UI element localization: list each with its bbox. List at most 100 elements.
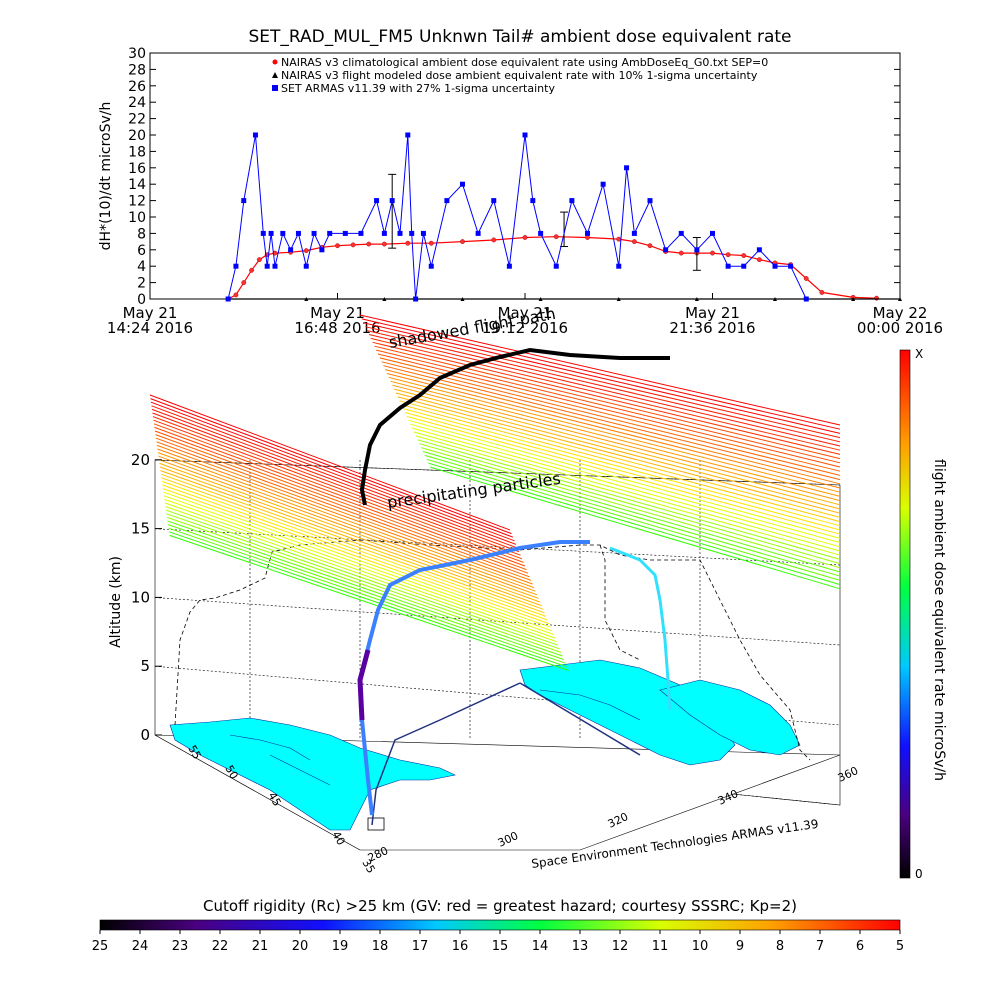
y-tick-label: 8: [137, 226, 146, 242]
flight-trajectory-low: [357, 649, 371, 721]
z-axis: 0 5 10 15 20: [131, 451, 162, 744]
latitude-tick-label: 35: [359, 857, 377, 876]
colorbar-top-label: X: [915, 347, 923, 361]
particle-hatch: [158, 455, 536, 592]
data-point: [647, 198, 653, 204]
data-point: [851, 297, 856, 301]
x-tick-label-date: May 21: [498, 304, 553, 322]
particle-hatch: [168, 527, 566, 664]
data-point: [256, 257, 262, 263]
particle-hatch: [388, 376, 841, 493]
series-group: [225, 132, 902, 302]
data-point: [241, 280, 247, 285]
data-point: [304, 297, 309, 301]
data-point: [268, 230, 274, 236]
series-line: [227, 134, 807, 300]
data-point: [678, 230, 684, 236]
colorbar-tick-label: 16: [452, 939, 469, 954]
upper-flight-path: [359, 347, 670, 506]
particle-hatch: [154, 430, 526, 567]
particle-hatch: [404, 412, 841, 531]
colorbar-tick-label: 21: [252, 939, 269, 954]
latitude-tick-label: 55: [185, 743, 203, 762]
particle-hatch: [374, 345, 841, 460]
z-tick-label: 20: [131, 451, 150, 469]
data-point: [898, 297, 902, 301]
data-point: [506, 263, 512, 269]
particle-hatch: [399, 400, 841, 518]
latitude-tick-label: 50: [222, 763, 240, 782]
particle-hatch: [359, 314, 841, 426]
colorbar-tick-label: 13: [572, 939, 589, 954]
particle-hatch: [155, 437, 529, 574]
legend-label: NAIRAS v3 climatological ambient dose eq…: [281, 56, 768, 69]
data-point: [710, 230, 715, 236]
cutoff-rigidity-title: Cutoff rigidity (Rc) >25 km (GV: red = g…: [203, 897, 797, 915]
particle-hatch: [383, 365, 841, 481]
data-point: [678, 250, 684, 256]
data-point: [288, 247, 294, 253]
data-point: [311, 230, 317, 236]
data-point: [295, 230, 301, 236]
particle-hatch: [403, 408, 841, 527]
data-point: [280, 230, 286, 236]
y-tick-label: 6: [137, 243, 146, 259]
particle-hatch: [413, 431, 841, 552]
particle-hatch: [153, 419, 521, 556]
legend-label: NAIRAS v3 flight modeled dose ambient eq…: [281, 69, 758, 82]
particle-hatch: [168, 531, 568, 668]
particle-hatch: [160, 470, 542, 607]
particle-hatch: [392, 384, 841, 502]
y-tick-label: 22: [128, 112, 146, 128]
particle-hatch: [161, 477, 545, 614]
legend-marker: [272, 85, 278, 91]
y-tick-label: 24: [128, 95, 146, 111]
y-tick-label: 26: [128, 79, 146, 95]
data-point: [303, 263, 309, 269]
data-point: [252, 132, 258, 138]
data-point: [756, 247, 762, 253]
colorbar-tick-label: 18: [372, 939, 389, 954]
particle-hatch: [159, 466, 541, 603]
data-point: [389, 198, 395, 204]
data-point: [327, 230, 333, 236]
y-tick-label: 10: [128, 210, 146, 226]
colorbar-tick-label: 14: [532, 939, 549, 954]
data-point: [381, 241, 387, 247]
data-point: [819, 290, 825, 295]
particle-hatch: [397, 396, 841, 514]
data-point: [585, 230, 590, 236]
data-point: [342, 230, 348, 236]
particle-hatch: [379, 357, 841, 472]
data-point: [225, 296, 231, 302]
particle-hatch: [151, 408, 517, 545]
longitude-tick-label: 360: [836, 764, 861, 785]
particle-hatch: [161, 480, 547, 617]
data-point: [428, 240, 434, 246]
data-point: [358, 230, 364, 236]
data-point: [803, 296, 809, 302]
colorbar-tick-label: 20: [292, 939, 309, 954]
data-point: [382, 297, 387, 301]
particle-hatch: [169, 534, 569, 671]
map-floor: [154, 659, 841, 851]
data-point: [874, 295, 879, 301]
particle-hatch: [430, 466, 841, 590]
airport-marker: [367, 817, 385, 831]
particle-hatch: [381, 361, 841, 476]
x-tick-label-time: 19:12 2016: [482, 319, 568, 337]
data-point: [420, 230, 426, 236]
data-point: [522, 235, 528, 240]
particle-hatch: [154, 426, 524, 563]
x-tick-label-time: 21:36 2016: [669, 319, 755, 337]
data-point: [773, 297, 777, 301]
data-point: [522, 132, 528, 138]
z-tick-label: 5: [140, 657, 150, 675]
y-tick-label: 16: [128, 161, 146, 177]
particle-hatch: [165, 509, 559, 646]
x-tick-label-date: May 21: [310, 304, 365, 322]
particle-hatch: [376, 349, 841, 464]
flight-trajectory-return: [609, 546, 672, 711]
particle-hatch: [167, 520, 563, 657]
